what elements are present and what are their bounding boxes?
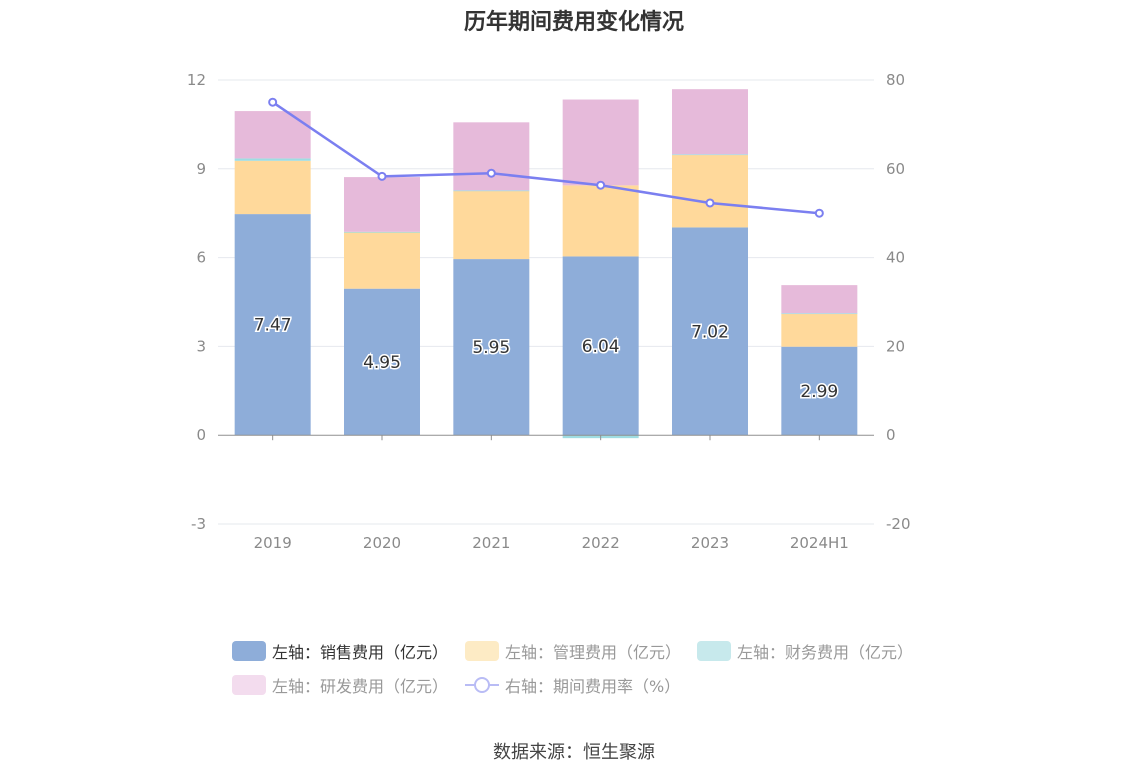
bar bbox=[344, 231, 420, 233]
left-tick-label: 12 bbox=[187, 71, 206, 89]
bar bbox=[234, 160, 311, 215]
legend-swatch bbox=[697, 641, 731, 661]
bar-value-label: 2.99 bbox=[800, 382, 838, 402]
bar bbox=[344, 232, 420, 289]
bar bbox=[453, 190, 530, 192]
bar bbox=[781, 285, 858, 314]
bar bbox=[672, 227, 748, 436]
bar bbox=[234, 214, 311, 436]
bar-value-label: 6.04 bbox=[582, 337, 620, 357]
left-axis-ticks: -3 0 3 6 9 12 bbox=[187, 71, 206, 533]
legend-item[interactable]: 左轴：销售费用（亿元） bbox=[232, 640, 448, 662]
left-tick-label: 3 bbox=[196, 337, 206, 355]
legend-label: 左轴：销售费用（亿元） bbox=[272, 643, 449, 662]
legend-item[interactable]: 左轴：研发费用（亿元） bbox=[232, 674, 448, 696]
line-path bbox=[271, 101, 820, 215]
bar bbox=[672, 89, 748, 155]
line-point bbox=[596, 180, 606, 190]
line-point bbox=[268, 97, 278, 107]
legend-item[interactable]: 左轴：管理费用（亿元） bbox=[465, 640, 681, 662]
right-axis-ticks: -20 0 20 40 60 80 bbox=[886, 71, 911, 533]
left-tick-label: 0 bbox=[196, 426, 206, 444]
legend-swatch bbox=[232, 675, 266, 695]
chart-title: 历年期间费用变化情况 bbox=[463, 10, 684, 35]
bar bbox=[453, 191, 530, 260]
bar bbox=[234, 111, 311, 159]
legend-swatch bbox=[465, 641, 499, 661]
bar bbox=[453, 122, 530, 191]
right-tick-label: -20 bbox=[886, 515, 911, 533]
data-source: 数据来源：恒生聚源 bbox=[493, 742, 655, 763]
bar bbox=[344, 288, 420, 436]
bar bbox=[234, 158, 311, 161]
bar bbox=[562, 185, 639, 257]
x-tick-label: 2021 bbox=[472, 534, 510, 552]
legend-label: 右轴：期间费用率（%） bbox=[505, 677, 681, 696]
x-tick-label: 2024H1 bbox=[790, 534, 849, 552]
left-tick-label: -3 bbox=[191, 515, 206, 533]
right-tick-label: 60 bbox=[886, 160, 905, 178]
bar bbox=[562, 99, 639, 186]
x-tick-label: 2020 bbox=[363, 534, 401, 552]
bar bbox=[672, 154, 748, 156]
bar bbox=[781, 346, 858, 436]
grid-lines bbox=[218, 79, 874, 525]
line-point bbox=[486, 168, 496, 178]
x-axis-line bbox=[218, 434, 874, 525]
legend-label: 左轴：财务费用（亿元） bbox=[737, 643, 914, 662]
bar bbox=[781, 313, 858, 347]
legend-label: 左轴：管理费用（亿元） bbox=[505, 643, 682, 662]
right-tick-label: 20 bbox=[886, 337, 905, 355]
bar-value-label: 7.47 bbox=[254, 316, 292, 336]
bar bbox=[781, 313, 858, 315]
bar-value-label: 7.02 bbox=[691, 322, 729, 342]
x-axis-ticks: 2019 2020 2021 2022 2023 2024H1 bbox=[254, 534, 849, 552]
bar bbox=[562, 256, 639, 436]
left-tick-label: 9 bbox=[196, 160, 206, 178]
x-tick-label: 2022 bbox=[582, 534, 620, 552]
right-tick-label: 80 bbox=[886, 71, 905, 89]
bar-series bbox=[234, 89, 858, 439]
legend-label: 左轴：研发费用（亿元） bbox=[272, 677, 449, 696]
right-tick-label: 40 bbox=[886, 249, 905, 267]
bar-value-labels: 7.47 4.95 5.95 6.04 7.02 2.99 bbox=[252, 314, 840, 403]
line-series bbox=[268, 97, 824, 218]
line-point bbox=[814, 208, 824, 218]
bar bbox=[344, 177, 420, 232]
bar-value-label: 5.95 bbox=[472, 338, 510, 358]
legend-item[interactable]: 右轴：期间费用率（%） bbox=[465, 674, 680, 696]
bar-value-label: 4.95 bbox=[363, 353, 401, 373]
left-tick-label: 6 bbox=[196, 249, 206, 267]
x-tick-label: 2019 bbox=[254, 534, 292, 552]
legend-swatch bbox=[232, 641, 266, 661]
x-tick-label: 2023 bbox=[691, 534, 729, 552]
line-point bbox=[377, 171, 387, 181]
bar bbox=[453, 259, 530, 436]
line-point bbox=[705, 198, 715, 208]
legend-line-swatch bbox=[465, 675, 499, 695]
legend-item[interactable]: 左轴：财务费用（亿元） bbox=[697, 640, 913, 662]
right-tick-label: 0 bbox=[886, 426, 896, 444]
bar bbox=[672, 154, 748, 228]
